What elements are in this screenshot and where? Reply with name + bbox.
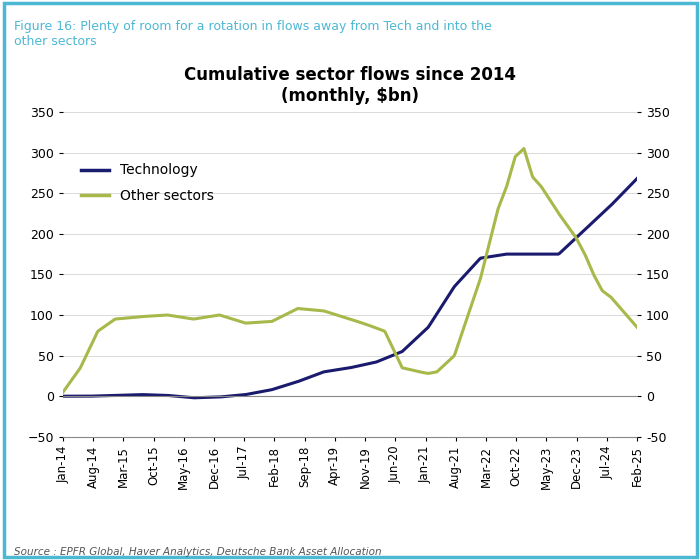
Other sectors (59, 389, 67, 395)
Line: Other sectors: Other sectors (63, 148, 637, 392)
Title: Cumulative sector flows since 2014
(monthly, $bn): Cumulative sector flows since 2014 (mont… (184, 66, 516, 105)
Legend: Technology, Other sectors: Technology, Other sectors (76, 158, 220, 208)
Line: Technology: Technology (63, 179, 637, 398)
Other sectors (160, 312, 169, 319)
Technology (319, 368, 328, 375)
Technology (59, 393, 67, 400)
Technology (207, 394, 216, 400)
Text: Figure 16: Plenty of room for a rotation in flows away from Tech and into the
ot: Figure 16: Plenty of room for a rotation… (14, 20, 491, 48)
Technology (398, 348, 407, 355)
Other sectors (633, 324, 641, 330)
Technology (633, 175, 641, 182)
Technology (492, 253, 500, 259)
Other sectors (397, 362, 405, 369)
Technology (443, 294, 452, 301)
Other sectors (318, 307, 327, 314)
Other sectors (206, 313, 215, 320)
Text: Source : EPFR Global, Haver Analytics, Deutsche Bank Asset Allocation: Source : EPFR Global, Haver Analytics, D… (14, 547, 382, 557)
Technology (189, 394, 197, 401)
Other sectors (491, 217, 499, 223)
Technology (160, 392, 169, 399)
Other sectors (519, 145, 528, 152)
Other sectors (442, 360, 451, 366)
